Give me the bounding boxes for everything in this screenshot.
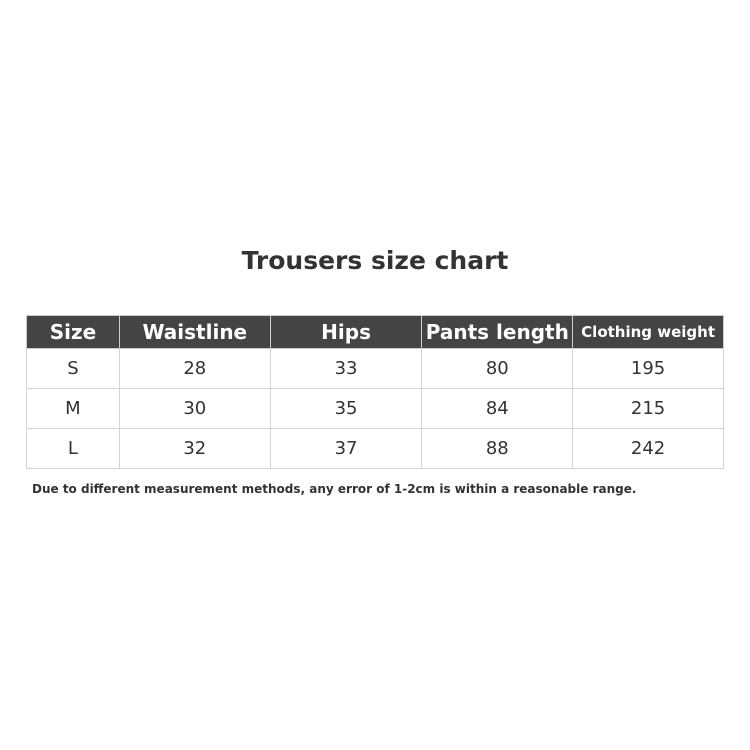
table-cell: 35: [269, 388, 423, 429]
table-cell: 33: [269, 348, 423, 389]
table-cell: 37: [269, 428, 423, 469]
header-hips: Hips: [269, 315, 423, 349]
table-cell: 80: [421, 348, 574, 389]
table-row: L 32 37 88 242: [26, 428, 724, 469]
header-waistline: Waistline: [118, 315, 271, 349]
table-cell: 30: [118, 388, 271, 429]
table-row: S 28 33 80 195: [26, 348, 724, 389]
header-clothing-weight: Clothing weight: [572, 315, 724, 349]
table-cell: L: [26, 428, 120, 469]
header-pants-length: Pants length: [421, 315, 574, 349]
measurement-note: Due to different measurement methods, an…: [32, 482, 637, 496]
table-cell: 28: [118, 348, 271, 389]
table-cell: 88: [421, 428, 574, 469]
table-row: M 30 35 84 215: [26, 388, 724, 429]
header-row: Size Waistline Hips Pants length Clothin…: [26, 315, 724, 349]
size-table: Size Waistline Hips Pants length Clothin…: [26, 315, 724, 469]
header-size: Size: [26, 315, 120, 349]
table-cell: M: [26, 388, 120, 429]
table-cell: 215: [572, 388, 724, 429]
table-cell: S: [26, 348, 120, 389]
table-cell: 242: [572, 428, 724, 469]
table-cell: 195: [572, 348, 724, 389]
page-title: Trousers size chart: [241, 246, 509, 275]
table-cell: 84: [421, 388, 574, 429]
table-cell: 32: [118, 428, 271, 469]
